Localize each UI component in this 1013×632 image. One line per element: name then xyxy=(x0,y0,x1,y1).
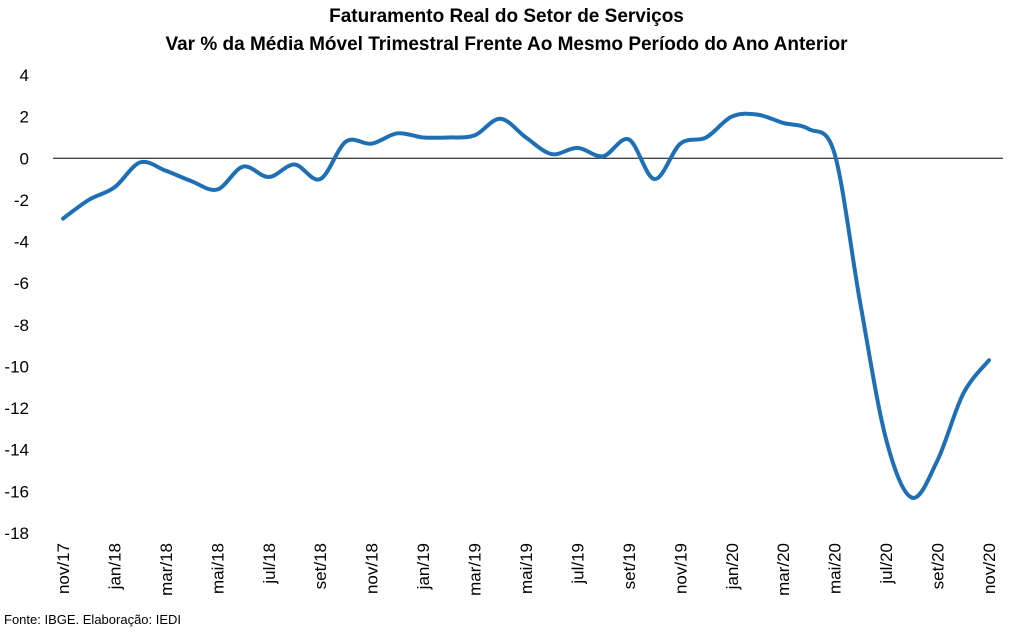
x-tick-label: jan/19 xyxy=(414,543,433,590)
data-point xyxy=(627,138,631,142)
data-points xyxy=(61,113,991,500)
x-axis: nov/17 jan/18 mar/18 mai/18 jul/18 set/18 nov/… xyxy=(54,543,999,596)
data-point xyxy=(653,177,657,181)
y-tick-label: 4 xyxy=(20,66,29,85)
y-axis: 4 2 0 -2 -4 -6 -8 -10 -12 -14 -16 -18 xyxy=(4,66,29,543)
x-tick-label: jul/20 xyxy=(877,543,896,585)
data-point xyxy=(858,302,862,306)
x-tick-label: set/20 xyxy=(929,543,948,589)
data-point xyxy=(190,179,194,183)
data-point xyxy=(807,127,811,131)
data-point xyxy=(344,140,348,144)
data-point xyxy=(112,185,116,189)
data-point xyxy=(473,133,477,137)
data-point xyxy=(704,135,708,139)
data-point xyxy=(884,437,888,441)
y-tick-label: -12 xyxy=(4,399,29,418)
data-point xyxy=(498,117,502,121)
x-tick-label: nov/17 xyxy=(54,543,73,594)
chart-title: Faturamento Real do Setor de Serviços xyxy=(329,6,684,27)
x-tick-label: jan/20 xyxy=(723,543,742,590)
series-line xyxy=(61,111,991,500)
y-tick-label: -8 xyxy=(14,316,29,335)
x-tick-label: set/19 xyxy=(620,543,639,589)
x-tick-label: set/18 xyxy=(311,543,330,589)
data-point xyxy=(293,163,297,167)
data-point xyxy=(267,175,271,179)
x-tick-label: mai/20 xyxy=(826,543,845,594)
x-tick-label: nov/20 xyxy=(980,543,999,594)
data-point xyxy=(318,177,322,181)
data-point xyxy=(550,152,554,156)
y-tick-label: -2 xyxy=(14,191,29,210)
y-tick-label: 0 xyxy=(20,149,29,168)
x-tick-label: mai/18 xyxy=(208,543,227,594)
data-point xyxy=(524,135,528,139)
data-point xyxy=(138,160,142,164)
y-tick-label: -18 xyxy=(4,524,29,543)
chart-subtitle: Var % da Média Móvel Trimestral Frente A… xyxy=(165,34,848,55)
data-point xyxy=(395,131,399,135)
y-tick-label: -14 xyxy=(4,441,29,460)
x-tick-label: jan/18 xyxy=(105,543,124,590)
data-point xyxy=(781,121,785,125)
data-point xyxy=(730,115,734,119)
data-point xyxy=(575,146,579,150)
data-point xyxy=(164,169,168,173)
y-tick-label: -6 xyxy=(14,274,29,293)
x-tick-label: mar/20 xyxy=(774,543,793,596)
data-point xyxy=(215,188,219,192)
x-tick-label: nov/18 xyxy=(363,543,382,594)
data-point xyxy=(756,113,760,117)
data-point xyxy=(833,152,837,156)
data-point xyxy=(936,458,940,462)
x-tick-label: mar/19 xyxy=(466,543,485,596)
x-tick-label: mai/19 xyxy=(517,543,536,594)
data-point xyxy=(601,154,605,158)
data-point xyxy=(678,142,682,146)
data-point xyxy=(961,392,965,396)
y-tick-label: -16 xyxy=(4,482,29,501)
y-tick-label: -10 xyxy=(4,357,29,376)
x-tick-label: nov/19 xyxy=(671,543,690,594)
y-tick-label: -4 xyxy=(14,233,29,252)
data-point xyxy=(61,217,65,221)
x-tick-label: jul/19 xyxy=(568,543,587,585)
data-point xyxy=(910,496,914,500)
data-point xyxy=(370,142,374,146)
data-point xyxy=(447,135,451,139)
y-tick-label: 2 xyxy=(20,108,29,127)
data-point xyxy=(241,165,245,169)
data-point xyxy=(87,198,91,202)
data-point xyxy=(421,135,425,139)
source-note: Fonte: IBGE. Elaboração: IEDI xyxy=(4,612,182,627)
data-point xyxy=(987,358,991,362)
x-tick-label: mar/18 xyxy=(157,543,176,596)
x-tick-label: jul/18 xyxy=(260,543,279,585)
